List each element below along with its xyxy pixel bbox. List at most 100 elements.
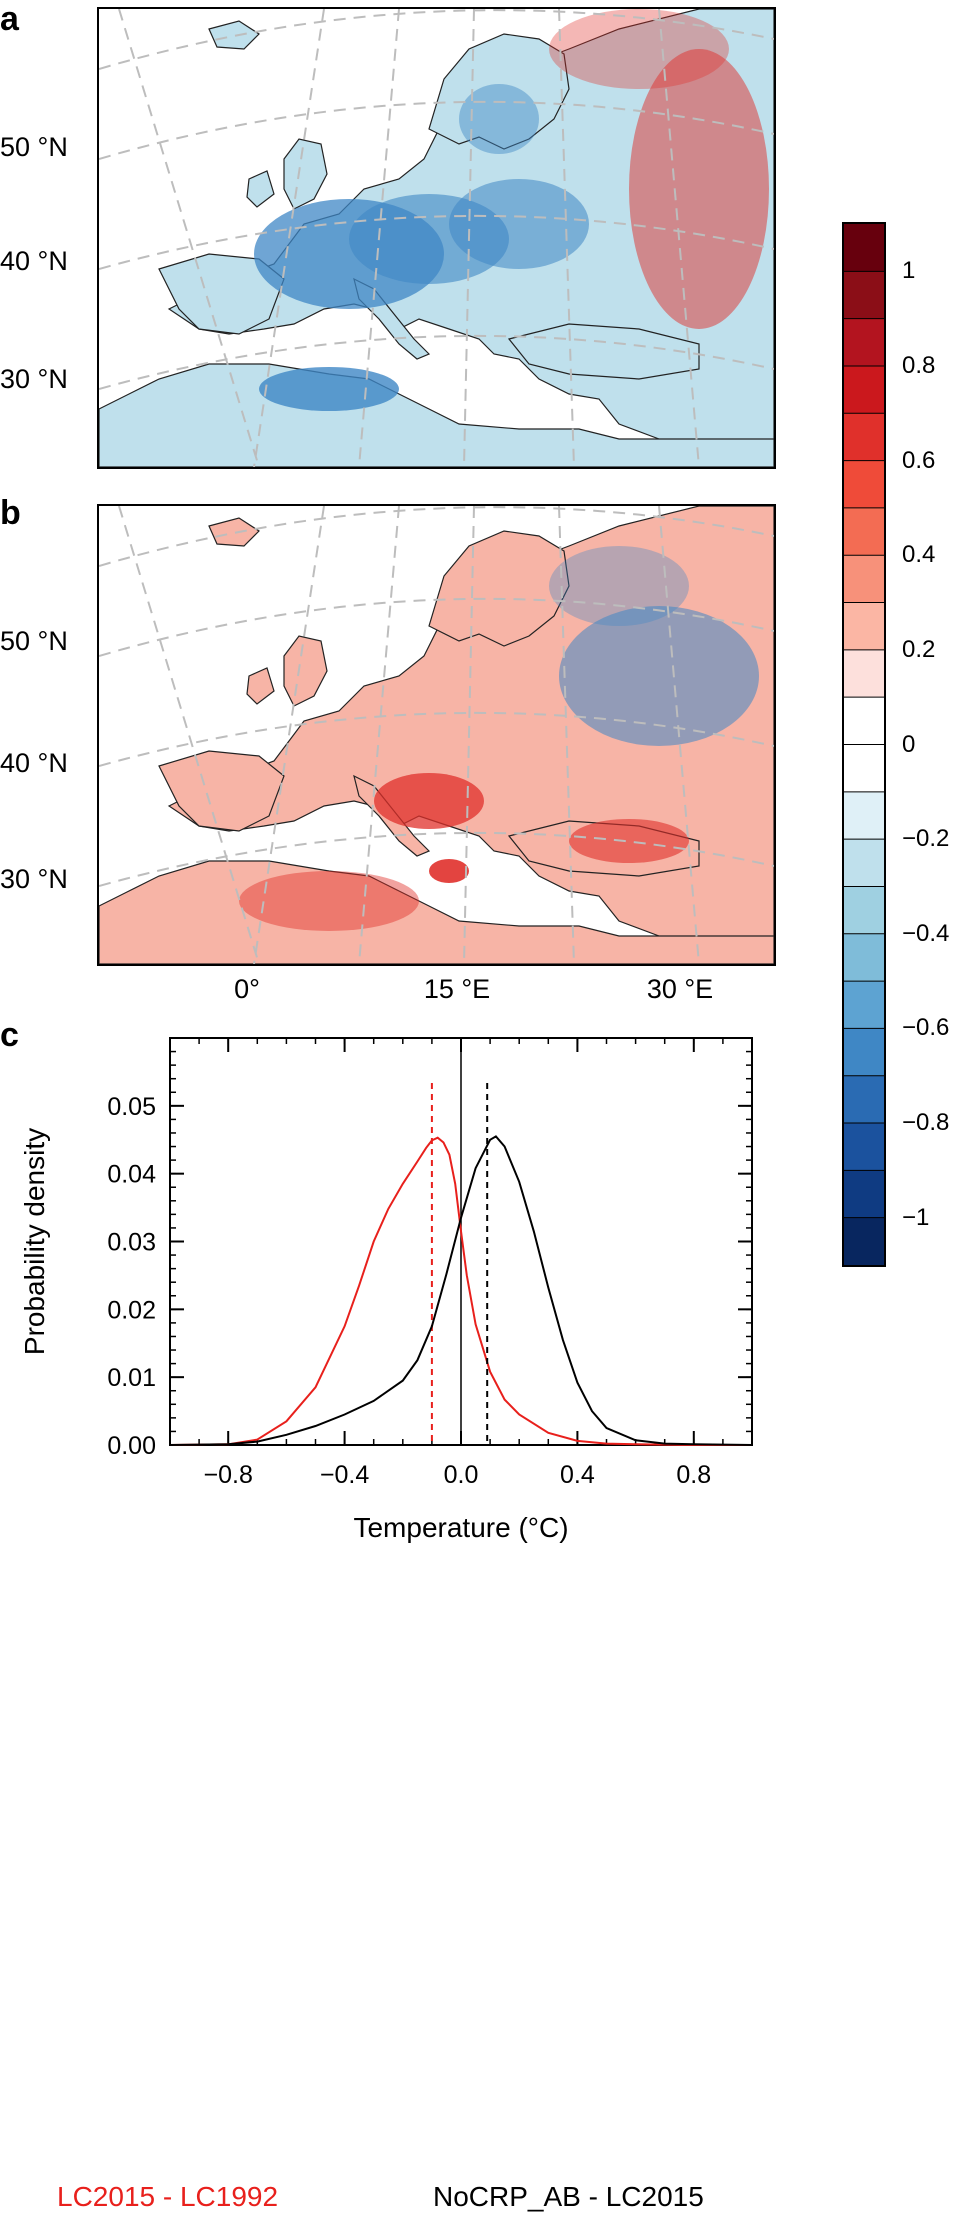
map-a-canvas bbox=[99, 9, 774, 467]
graticule bbox=[99, 506, 774, 964]
colorbar-label: 0.8 bbox=[902, 351, 936, 379]
latitude-line bbox=[99, 334, 774, 390]
x-tick-label: −0.4 bbox=[320, 1461, 369, 1489]
anomaly-region bbox=[549, 546, 689, 626]
density-chart: −0.8 −0.4 0.0 0.4 0.8 0.00 0.01 0.02 0.03 0.04 0.0… bbox=[19, 1037, 753, 1543]
legend-nocrp-lc2015: NoCRP_AB - LC2015 bbox=[433, 2181, 704, 2212]
series-line-lc2015-lc1992 bbox=[169, 1136, 752, 1446]
land-iberia bbox=[158, 750, 285, 832]
colorbar-swatch bbox=[844, 1123, 884, 1171]
colorbar-swatch bbox=[844, 602, 884, 651]
colorbar-swatch bbox=[844, 365, 884, 414]
colorbar-swatch bbox=[844, 933, 884, 982]
y-tick-label: 0.03 bbox=[107, 1229, 156, 1257]
y-axis-title: Probability density bbox=[19, 1128, 50, 1355]
legend-lc2015-lc1992: LC2015 - LC1992 bbox=[57, 2181, 279, 2212]
anomaly-region bbox=[374, 773, 484, 829]
x-tick-label: −0.8 bbox=[204, 1461, 253, 1489]
colorbar-label: −0.6 bbox=[902, 1014, 950, 1042]
anomaly-region bbox=[449, 179, 589, 269]
graticule bbox=[99, 9, 774, 467]
land-iberia bbox=[158, 253, 285, 335]
y-tick-label: 0.04 bbox=[107, 1161, 156, 1189]
land-iceland bbox=[208, 20, 260, 50]
colorbar-label: −0.2 bbox=[902, 825, 950, 853]
anomaly-region bbox=[239, 871, 419, 931]
colorbar-swatches bbox=[844, 224, 884, 1265]
map-b bbox=[97, 504, 776, 966]
colorbar-swatch bbox=[844, 413, 884, 462]
longitude-line bbox=[358, 9, 400, 467]
land-scandinavia bbox=[428, 530, 570, 647]
anomaly-region bbox=[429, 859, 469, 883]
land-ireland bbox=[246, 170, 275, 208]
longitude-line bbox=[658, 9, 700, 467]
anomaly-region bbox=[629, 49, 769, 329]
x-tick-label: 0.0 bbox=[444, 1461, 479, 1489]
lon-label-15e: 15 °E bbox=[423, 974, 491, 1004]
y-tick-label: 0.02 bbox=[107, 1296, 156, 1324]
colorbar-swatch bbox=[844, 460, 884, 509]
panel-a-letter: a bbox=[0, 0, 19, 38]
colorbar-swatch bbox=[844, 507, 884, 556]
latitude-line bbox=[99, 506, 774, 567]
land-scandinavia bbox=[428, 33, 570, 150]
colorbar-label: 0.2 bbox=[902, 635, 936, 663]
latitude-line bbox=[99, 100, 774, 160]
anomaly-region bbox=[259, 367, 399, 411]
colorbar-label: −0.4 bbox=[902, 919, 950, 947]
colorbar-swatch bbox=[844, 1028, 884, 1077]
colorbar-swatch bbox=[844, 318, 884, 367]
anomaly-region bbox=[559, 606, 759, 746]
longitude-line bbox=[253, 9, 325, 467]
colorbar bbox=[842, 222, 886, 1267]
land-uk bbox=[283, 138, 328, 210]
colorbar-swatch bbox=[844, 744, 884, 793]
map-b-canvas bbox=[99, 506, 774, 964]
x-tick-label: 0.4 bbox=[560, 1461, 595, 1489]
colorbar-swatch bbox=[844, 271, 884, 320]
lon-label-30e: 30 °E bbox=[646, 974, 714, 1004]
map-a-lat-50: 50 °N bbox=[0, 132, 68, 162]
map-a bbox=[97, 7, 776, 469]
land-iceland bbox=[208, 517, 260, 547]
colorbar-label: 0.4 bbox=[902, 541, 936, 569]
y-tick-label: 0.01 bbox=[107, 1364, 156, 1392]
map-a-lat-40: 40 °N bbox=[0, 246, 68, 276]
colorbar-swatch bbox=[844, 1075, 884, 1124]
colorbar-swatch bbox=[844, 839, 884, 887]
lon-label-0: 0° bbox=[234, 974, 260, 1004]
map-b-lat-40: 40 °N bbox=[0, 748, 68, 778]
longitude-line bbox=[253, 506, 325, 964]
longitude-line bbox=[463, 9, 475, 467]
colorbar-swatch bbox=[844, 224, 884, 272]
panel-c-letter: c bbox=[0, 1016, 19, 1054]
colorbar-label: −0.8 bbox=[902, 1109, 950, 1137]
colorbar-swatch bbox=[844, 1170, 884, 1219]
colorbar-label: 0 bbox=[902, 730, 916, 758]
colorbar-swatch bbox=[844, 1217, 884, 1265]
anomaly-region bbox=[569, 819, 689, 863]
land-uk bbox=[283, 635, 328, 707]
colorbar-swatch bbox=[844, 555, 884, 604]
colorbar-swatch bbox=[844, 791, 884, 840]
longitude-line bbox=[658, 506, 700, 964]
land-africa bbox=[99, 860, 774, 964]
colorbar-swatch bbox=[844, 697, 884, 745]
colorbar-label: −1 bbox=[902, 1203, 930, 1231]
colorbar-swatch bbox=[844, 981, 884, 1029]
longitude-line bbox=[358, 506, 400, 964]
latitude-line bbox=[99, 597, 774, 657]
colorbar-label: 1 bbox=[902, 257, 916, 285]
land-ireland bbox=[246, 667, 275, 705]
anomaly-region bbox=[549, 9, 729, 89]
latitude-line bbox=[99, 831, 774, 887]
x-axis-title: Temperature (°C) bbox=[353, 1512, 568, 1543]
y-tick-label: 0.00 bbox=[107, 1432, 156, 1460]
series-line-nocrp-lc2015 bbox=[169, 1135, 753, 1446]
longitude-line bbox=[558, 506, 575, 964]
latitude-line bbox=[99, 9, 774, 70]
panel-b-letter: b bbox=[0, 494, 21, 532]
map-b-lat-50: 50 °N bbox=[0, 626, 68, 656]
map-a-lat-30: 30 °N bbox=[0, 364, 68, 394]
